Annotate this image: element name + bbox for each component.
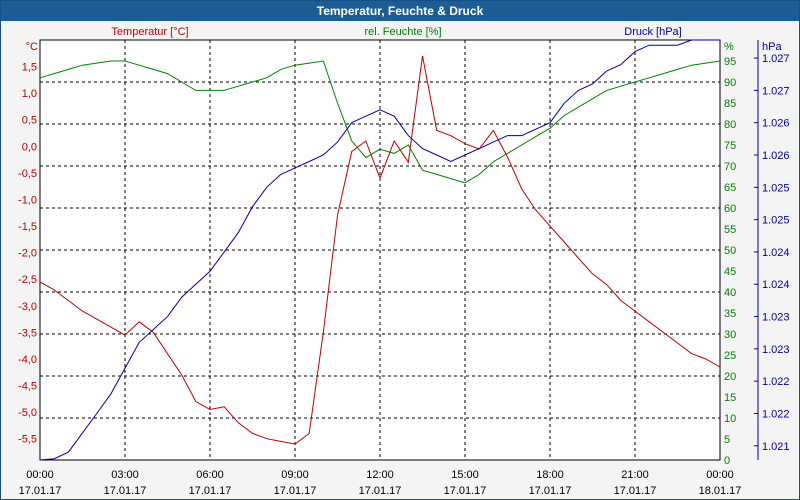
humidity-axis-label: rel. Feuchte [%] [364, 26, 441, 38]
humidity-tick: 70 [724, 161, 736, 173]
humidity-tick: 25 [724, 350, 736, 362]
pressure-tick: 1.027 [762, 53, 790, 65]
x-tick-date: 17.01.17 [19, 485, 62, 497]
pressure-tick: 1.021 [762, 441, 790, 453]
temperature-tick: 1,0 [22, 88, 37, 100]
pressure-tick: 1.026 [762, 150, 790, 162]
humidity-tick: 10 [724, 413, 736, 425]
temperature-tick: -0,5 [18, 168, 37, 180]
x-tick-date: 17.01.17 [189, 485, 232, 497]
pressure-tick: 1.027 [762, 85, 790, 97]
humidity-line [39, 60, 721, 184]
x-tick-time: 12:00 [366, 469, 394, 481]
x-tick-time: 09:00 [281, 469, 309, 481]
temperature-tick: 1,5 [22, 62, 37, 74]
temperature-tick: -3,0 [18, 301, 37, 313]
x-tick-time: 06:00 [196, 469, 224, 481]
pressure-line [39, 39, 720, 461]
temperature-tick: -2,5 [18, 274, 37, 286]
pressure-unit: hPa [762, 41, 782, 53]
temperature-tick: -5,0 [18, 407, 37, 419]
series-layer [39, 39, 721, 461]
axes: 00:00 17.01.17 03:00 17.01.17 06:00 17.01.17 0… [18, 40, 790, 497]
pressure-tick: 1.025 [762, 182, 790, 194]
pressure-tick: 1.026 [762, 118, 790, 130]
humidity-tick: 50 [724, 245, 736, 257]
humidity-tick: 75 [724, 140, 736, 152]
x-tick-time: 03:00 [111, 469, 139, 481]
humidity-tick: 80 [724, 119, 736, 131]
temperature-tick: -5,5 [18, 434, 37, 446]
temperature-line [39, 55, 721, 445]
pressure-tick: 1.024 [762, 279, 790, 291]
humidity-tick: 35 [724, 308, 736, 320]
humidity-tick: 0 [724, 455, 730, 467]
humidity-tick: 65 [724, 182, 736, 194]
humidity-tick: 15 [724, 392, 736, 404]
pressure-axis-label: Druck [hPa] [624, 26, 681, 38]
temperature-tick: -4,0 [18, 354, 37, 366]
temperature-tick: -1,0 [18, 194, 37, 206]
x-tick-date: 17.01.17 [444, 485, 487, 497]
x-tick-time: 18:00 [536, 469, 564, 481]
x-tick-time: 00:00 [706, 469, 734, 481]
humidity-tick: 30 [724, 329, 736, 341]
temperature-unit: °C [26, 41, 38, 53]
temperature-tick: -2,0 [18, 248, 37, 260]
x-tick-date: 18.01.17 [699, 485, 742, 497]
humidity-unit: % [724, 41, 734, 53]
pressure-tick: 1.025 [762, 215, 790, 227]
humidity-tick: 5 [724, 434, 730, 446]
window-title: Temperatur, Feuchte & Druck [1, 1, 799, 21]
humidity-tick: 40 [724, 287, 736, 299]
x-tick-time: 21:00 [621, 469, 649, 481]
x-tick-date: 17.01.17 [614, 485, 657, 497]
x-tick-time: 15:00 [451, 469, 479, 481]
humidity-tick: 20 [724, 371, 736, 383]
temperature-tick: -4,5 [18, 381, 37, 393]
temperature-tick: -3,5 [18, 327, 37, 339]
temperature-axis-label: Temperatur [°C] [111, 26, 188, 38]
x-tick-date: 17.01.17 [529, 485, 572, 497]
humidity-tick: 85 [724, 98, 736, 110]
pressure-tick: 1.023 [762, 344, 790, 356]
pressure-tick: 1.024 [762, 247, 790, 259]
grid [40, 40, 720, 460]
pressure-tick: 1.023 [762, 312, 790, 324]
humidity-tick: 55 [724, 224, 736, 236]
pressure-tick: 1.022 [762, 376, 790, 388]
humidity-tick: 90 [724, 77, 736, 89]
humidity-tick: 60 [724, 203, 736, 215]
humidity-tick: 95 [724, 56, 736, 68]
pressure-tick: 1.022 [762, 408, 790, 420]
x-tick-date: 17.01.17 [359, 485, 402, 497]
temperature-tick: -1,5 [18, 221, 37, 233]
x-tick-date: 17.01.17 [104, 485, 147, 497]
temperature-tick: 0,0 [22, 141, 37, 153]
temperature-tick: 0,5 [22, 115, 37, 127]
x-tick-time: 00:00 [26, 469, 54, 481]
x-tick-date: 17.01.17 [274, 485, 317, 497]
humidity-tick: 45 [724, 266, 736, 278]
